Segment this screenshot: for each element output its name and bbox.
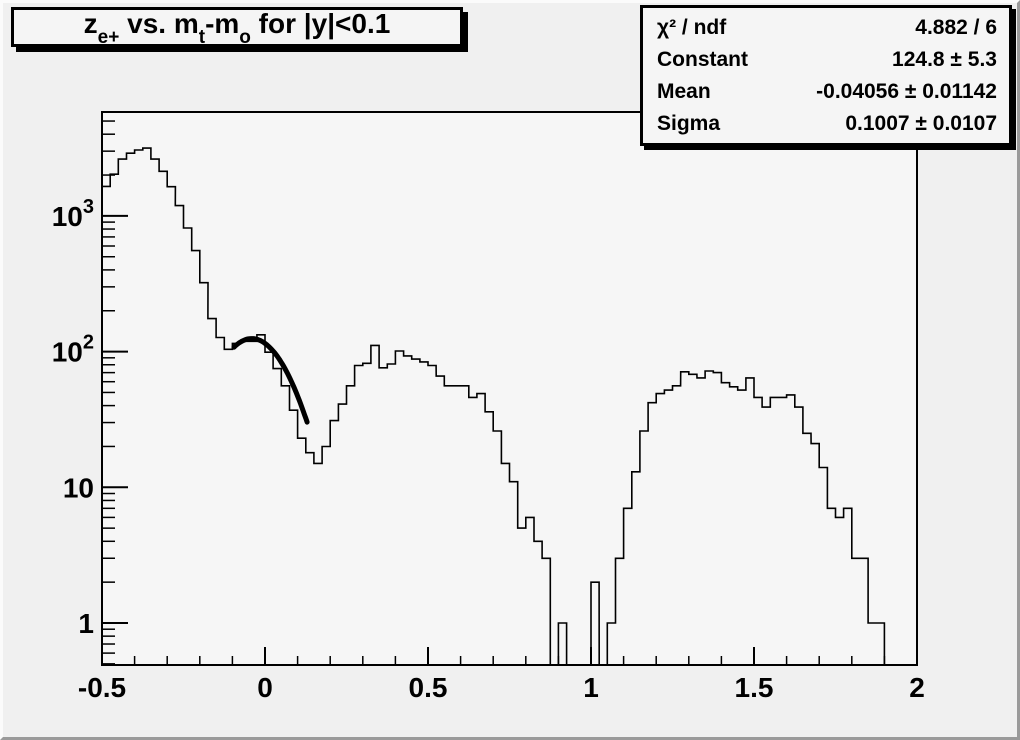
histogram-step-line — [101, 147, 917, 666]
stats-row: χ² / ndf 4.882 / 6 — [643, 16, 1009, 39]
stats-row-value: -0.04056 ± 0.01142 — [816, 79, 997, 103]
stats-box: χ² / ndf 4.882 / 6 Constant 124.8 ± 5.3 Mean… — [640, 5, 1012, 146]
x-axis-tick-label: 1.5 — [735, 672, 774, 703]
y-axis-tick-label: 1 — [78, 608, 94, 639]
plot-title: ze+ vs. mt-mo for |y|<0.1 — [83, 8, 391, 48]
x-axis-tick-label: 2 — [909, 672, 925, 703]
title-subscript: t — [198, 26, 206, 48]
title-text-segment: for |y|<0.1 — [250, 8, 391, 40]
stats-row: Sigma 0.1007 ± 0.0107 — [643, 112, 1009, 135]
title-subscript: o — [239, 26, 251, 48]
stats-row: Constant 124.8 ± 5.3 — [643, 48, 1009, 71]
title-text-segment: z — [83, 8, 98, 40]
stats-row: Mean -0.04056 ± 0.01142 — [643, 80, 1009, 103]
stats-row-label: Constant — [657, 48, 748, 72]
plot-frame — [101, 111, 918, 666]
stats-row-label: χ² / ndf — [657, 16, 727, 40]
stats-row-value: 0.1007 ± 0.0107 — [845, 111, 997, 135]
y-axis-tick-label: 102 — [52, 332, 94, 368]
title-subscript: e+ — [97, 26, 120, 48]
plot-title-box: ze+ vs. mt-mo for |y|<0.1 — [11, 7, 463, 48]
title-text-segment: -m — [205, 8, 240, 40]
stats-row-label: Sigma — [657, 111, 721, 135]
stats-row-label: Mean — [657, 79, 711, 103]
y-axis-tick-label: 103 — [52, 196, 94, 232]
title-text-segment: vs. m — [119, 8, 199, 40]
x-axis-tick-label: -0.5 — [78, 672, 126, 703]
x-axis-tick-label: 0.5 — [409, 672, 448, 703]
stats-row-value: 4.882 / 6 — [915, 16, 997, 40]
stats-row-value: 124.8 ± 5.3 — [892, 48, 997, 72]
x-axis-tick-label: 0 — [257, 672, 273, 703]
y-axis-tick-label: 10 — [63, 472, 94, 503]
x-axis-tick-label: 1 — [583, 672, 599, 703]
gaussian-fit-curve — [231, 336, 310, 425]
